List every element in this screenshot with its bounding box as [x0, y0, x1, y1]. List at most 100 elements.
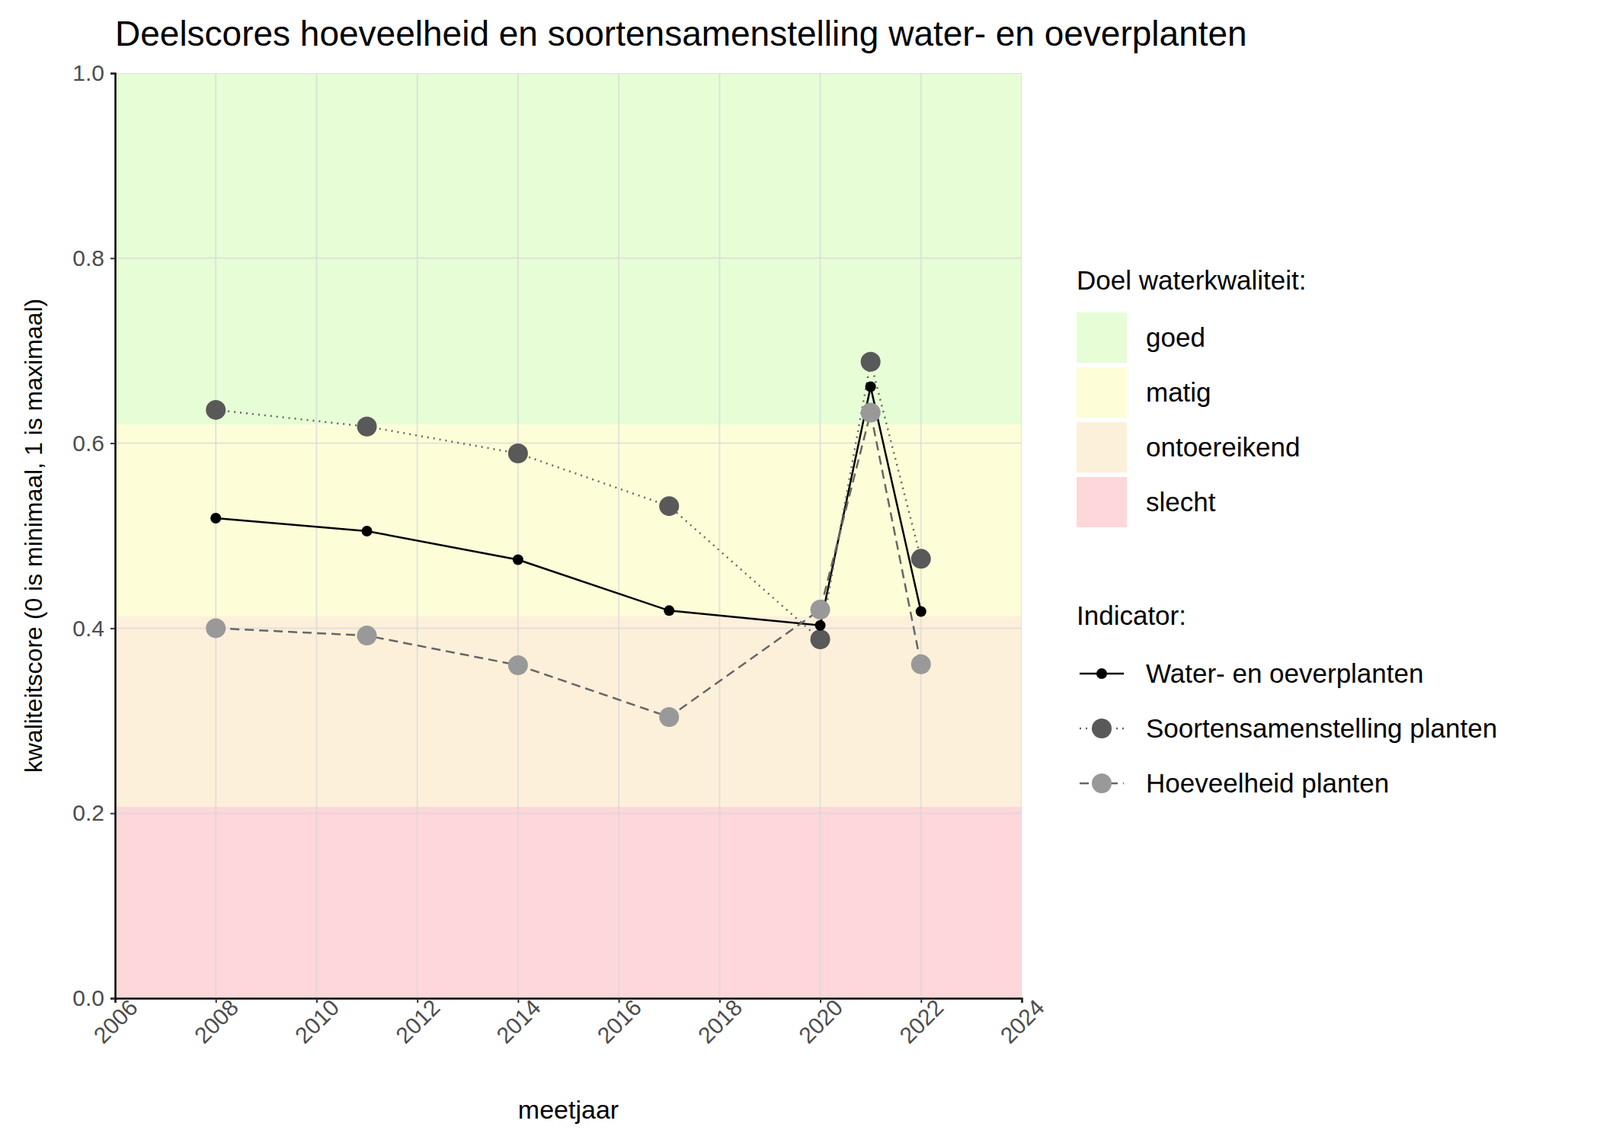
point — [659, 496, 679, 516]
grid-line — [115, 812, 1022, 814]
legend-marker — [1096, 668, 1108, 679]
point — [663, 604, 675, 616]
legend-key — [1076, 476, 1127, 528]
legend-label: ontoereikend — [1145, 432, 1300, 462]
tick: 0.2 — [72, 800, 116, 826]
tick-mark — [110, 257, 116, 260]
grid-line — [115, 73, 1022, 74]
axis-line — [110, 73, 116, 999]
tick: 0.4 — [72, 615, 116, 641]
chart: 2006200820102012201420162018202020222024… — [0, 0, 1600, 1143]
band — [115, 806, 1022, 999]
legend-title: Doel waterkwaliteit: — [1076, 265, 1307, 295]
tick-label: 0.4 — [72, 615, 105, 641]
tick: 2018 — [693, 994, 748, 1049]
point — [810, 599, 831, 620]
point — [205, 400, 226, 420]
legend-key — [1076, 422, 1127, 473]
series-line — [215, 412, 922, 717]
band — [115, 616, 1022, 807]
tick-label: 2014 — [491, 994, 546, 1049]
legend: Doel waterkwaliteit: goed matig ontoereiken… — [1076, 265, 1498, 798]
series-line — [215, 387, 922, 626]
tick-mark — [110, 998, 116, 1000]
tick: 2010 — [290, 994, 345, 1049]
point — [512, 554, 524, 566]
legend-marker — [1091, 718, 1112, 739]
tick-label: 0.6 — [72, 430, 105, 456]
point — [810, 629, 831, 650]
title: Deelscores hoeveelheid en soortensamenst… — [115, 13, 1248, 54]
tick: 0.6 — [72, 430, 116, 456]
tick: 2016 — [592, 994, 647, 1049]
band — [115, 73, 1022, 425]
grid-line — [617, 73, 620, 999]
point — [361, 525, 373, 537]
tick-label: 2020 — [793, 994, 848, 1049]
grid-line — [315, 73, 317, 999]
tick-label: 2024 — [995, 994, 1050, 1049]
point — [911, 548, 932, 569]
tick: 0.0 — [72, 985, 116, 1011]
point — [508, 443, 528, 464]
tick: 2020 — [793, 994, 848, 1049]
tick-label: 1.0 — [72, 60, 105, 86]
legend-label: slecht — [1145, 486, 1216, 517]
point — [210, 512, 221, 524]
legend-label: goed — [1145, 322, 1206, 352]
tick: 2022 — [894, 994, 949, 1049]
legend-key — [1076, 367, 1127, 418]
legend-title: Indicator: — [1076, 600, 1187, 631]
tick: 2008 — [189, 994, 244, 1049]
tick-label: 2022 — [894, 994, 949, 1049]
grid-line — [115, 257, 1022, 260]
point — [659, 707, 679, 727]
legend-label: matig — [1145, 377, 1212, 407]
grid-line — [416, 73, 419, 999]
point — [915, 606, 927, 618]
tick: 1.0 — [72, 60, 116, 86]
grid-line — [517, 73, 519, 999]
legend-marker — [1091, 773, 1112, 794]
y-axis: 0.0 0.2 0.4 0.6 0.8 1.0 — [72, 60, 116, 1011]
plot-area — [115, 73, 1022, 999]
tick-mark — [110, 73, 116, 75]
point — [357, 625, 378, 646]
grid-line — [115, 627, 1022, 629]
grid-line — [920, 73, 922, 999]
point — [357, 416, 378, 437]
legend-label: Water- en oeverplanten — [1145, 658, 1424, 688]
tick: 2014 — [491, 994, 546, 1049]
point — [815, 620, 826, 631]
tick-mark — [110, 812, 116, 815]
series-line — [215, 361, 922, 640]
tick: 2024 — [995, 994, 1050, 1049]
point — [911, 654, 932, 675]
tick-label: 2018 — [693, 994, 748, 1049]
grid-line — [718, 73, 720, 999]
tick: 2012 — [390, 994, 445, 1049]
tick-mark — [110, 627, 116, 630]
tick-label: 2016 — [592, 994, 647, 1049]
axis-line — [115, 998, 1023, 1004]
x-axis-title: meetjaar — [518, 1094, 619, 1124]
point — [865, 381, 877, 393]
grid-line — [819, 73, 822, 999]
point — [508, 655, 528, 676]
x-axis: 2006200820102012201420162018202020222024 — [88, 994, 1050, 1049]
legend-label: Hoeveelheid planten — [1145, 768, 1389, 798]
legend-label: Soortensamenstelling planten — [1145, 713, 1498, 743]
grid-line — [1020, 73, 1022, 999]
point — [860, 403, 881, 423]
grid-line — [115, 442, 1022, 445]
tick-label: 0.0 — [72, 985, 105, 1011]
tick: 0.8 — [72, 245, 116, 271]
grid-line — [214, 73, 217, 999]
point — [860, 352, 881, 372]
tick-label: 0.2 — [72, 800, 105, 826]
point — [205, 617, 226, 638]
legend-key — [1076, 312, 1127, 363]
tick-label: 2012 — [390, 994, 445, 1049]
y-axis-title: kwaliteitscore (0 is minimaal, 1 is maxi… — [19, 298, 48, 773]
tick-mark — [110, 442, 116, 445]
